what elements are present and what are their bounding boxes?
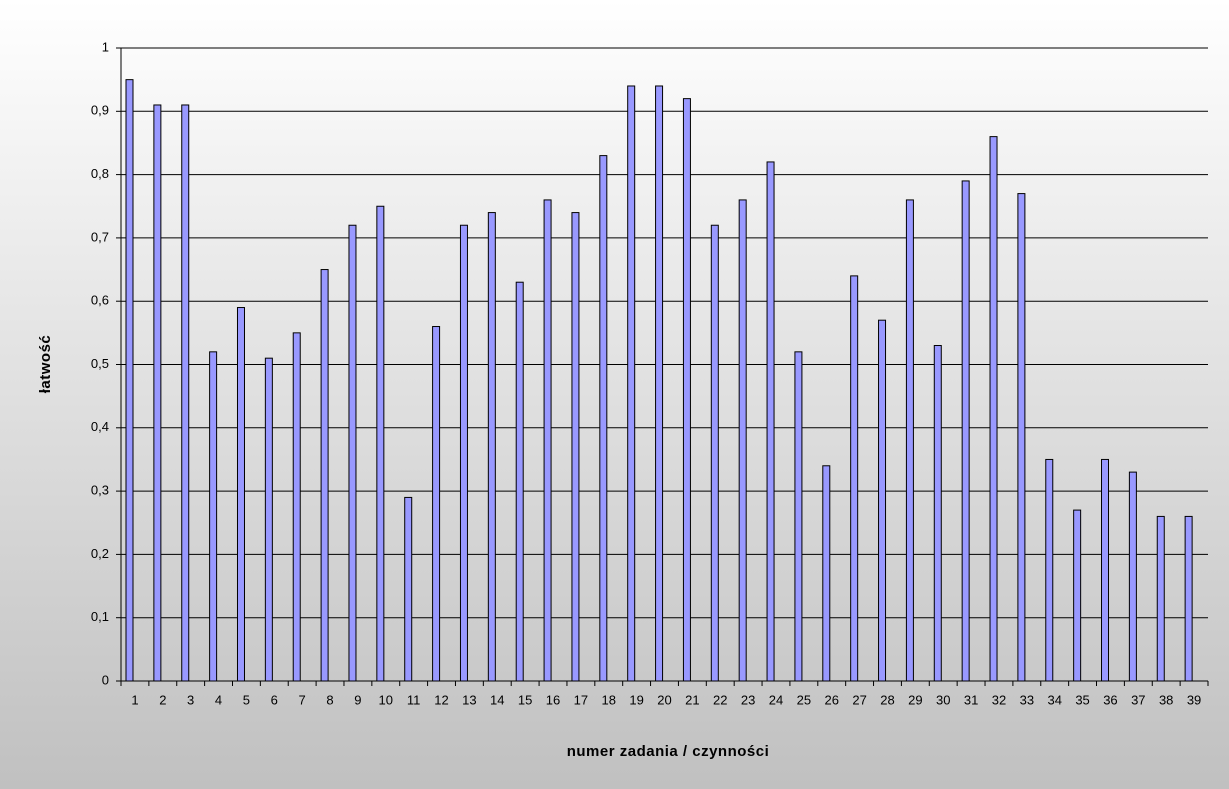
x-tick-label: 38	[1159, 692, 1173, 707]
x-tick-label: 29	[908, 692, 922, 707]
x-tick-label: 4	[215, 692, 222, 707]
y-tick-label: 0,8	[91, 166, 109, 181]
y-tick-label: 0,3	[91, 483, 109, 498]
x-tick-label: 11	[407, 692, 421, 707]
x-tick-label: 35	[1075, 692, 1089, 707]
bar	[1073, 509, 1082, 682]
x-tick-label: 30	[936, 692, 950, 707]
x-tick-label: 22	[713, 692, 727, 707]
x-tick-label: 13	[462, 692, 476, 707]
x-tick-label: 34	[1047, 692, 1061, 707]
bar	[822, 465, 831, 682]
x-tick-label: 37	[1131, 692, 1145, 707]
bar	[905, 199, 914, 682]
bar	[1045, 458, 1054, 682]
bar	[236, 307, 245, 682]
bar	[515, 281, 524, 682]
x-tick-label: 16	[546, 692, 560, 707]
bar	[989, 136, 998, 682]
x-tick-label: 25	[797, 692, 811, 707]
bar	[710, 224, 719, 682]
x-tick-label: 15	[518, 692, 532, 707]
bar	[850, 275, 859, 682]
x-tick-label: 32	[992, 692, 1006, 707]
x-tick-label: 26	[824, 692, 838, 707]
bar	[933, 345, 942, 682]
bar	[459, 224, 468, 682]
bar	[125, 79, 134, 682]
x-tick-label: 3	[187, 692, 194, 707]
y-tick-label: 0,1	[91, 609, 109, 624]
bar	[432, 326, 441, 682]
x-tick-label: 10	[379, 692, 393, 707]
bar	[376, 205, 385, 682]
y-axis-title: łatwość	[37, 335, 54, 394]
x-tick-label: 8	[326, 692, 333, 707]
bar	[766, 161, 775, 682]
x-axis-title: numer zadania / czynności	[567, 743, 770, 760]
x-tick-label: 7	[299, 692, 306, 707]
x-tick-label: 1	[131, 692, 138, 707]
bar	[655, 85, 664, 682]
x-tick-label: 21	[685, 692, 699, 707]
bar	[738, 199, 747, 682]
x-tick-label: 28	[880, 692, 894, 707]
bar	[794, 351, 803, 682]
y-tick-label: 0,7	[91, 229, 109, 244]
y-tick-label: 0,6	[91, 293, 109, 308]
bar	[292, 332, 301, 682]
y-tick-label: 0,4	[91, 419, 109, 434]
bar	[1156, 515, 1165, 682]
x-tick-label: 17	[574, 692, 588, 707]
bar	[1017, 193, 1026, 682]
x-tick-label: 12	[434, 692, 448, 707]
x-tick-label: 19	[629, 692, 643, 707]
bar	[487, 212, 496, 682]
x-tick-label: 5	[243, 692, 250, 707]
bar	[599, 155, 608, 682]
x-tick-label: 18	[602, 692, 616, 707]
x-tick-label: 2	[159, 692, 166, 707]
bar	[543, 199, 552, 682]
x-tick-label: 31	[964, 692, 978, 707]
y-tick-label: 0,2	[91, 546, 109, 561]
x-tick-label: 27	[852, 692, 866, 707]
x-tick-label: 39	[1187, 692, 1201, 707]
x-tick-label: 20	[657, 692, 671, 707]
bar	[1184, 515, 1193, 682]
x-tick-label: 33	[1020, 692, 1034, 707]
bar	[153, 104, 162, 682]
bar	[264, 357, 273, 682]
bar	[181, 104, 190, 682]
bar	[878, 319, 887, 682]
x-tick-label: 6	[271, 692, 278, 707]
bar	[348, 224, 357, 682]
y-tick-label: 1	[102, 39, 109, 54]
bar	[571, 212, 580, 682]
x-tick-label: 24	[769, 692, 783, 707]
x-tick-label: 36	[1103, 692, 1117, 707]
y-tick-label: 0	[102, 672, 109, 687]
y-tick-label: 0,9	[91, 103, 109, 118]
bar	[627, 85, 636, 682]
x-tick-label: 14	[490, 692, 504, 707]
x-tick-label: 23	[741, 692, 755, 707]
bar	[404, 496, 413, 682]
bar	[1101, 458, 1110, 682]
bar	[682, 98, 691, 682]
bar	[320, 269, 329, 682]
x-tick-label: 9	[354, 692, 361, 707]
bar	[209, 351, 218, 682]
bar	[1128, 471, 1137, 682]
y-tick-label: 0,5	[91, 356, 109, 371]
bar	[961, 180, 970, 682]
